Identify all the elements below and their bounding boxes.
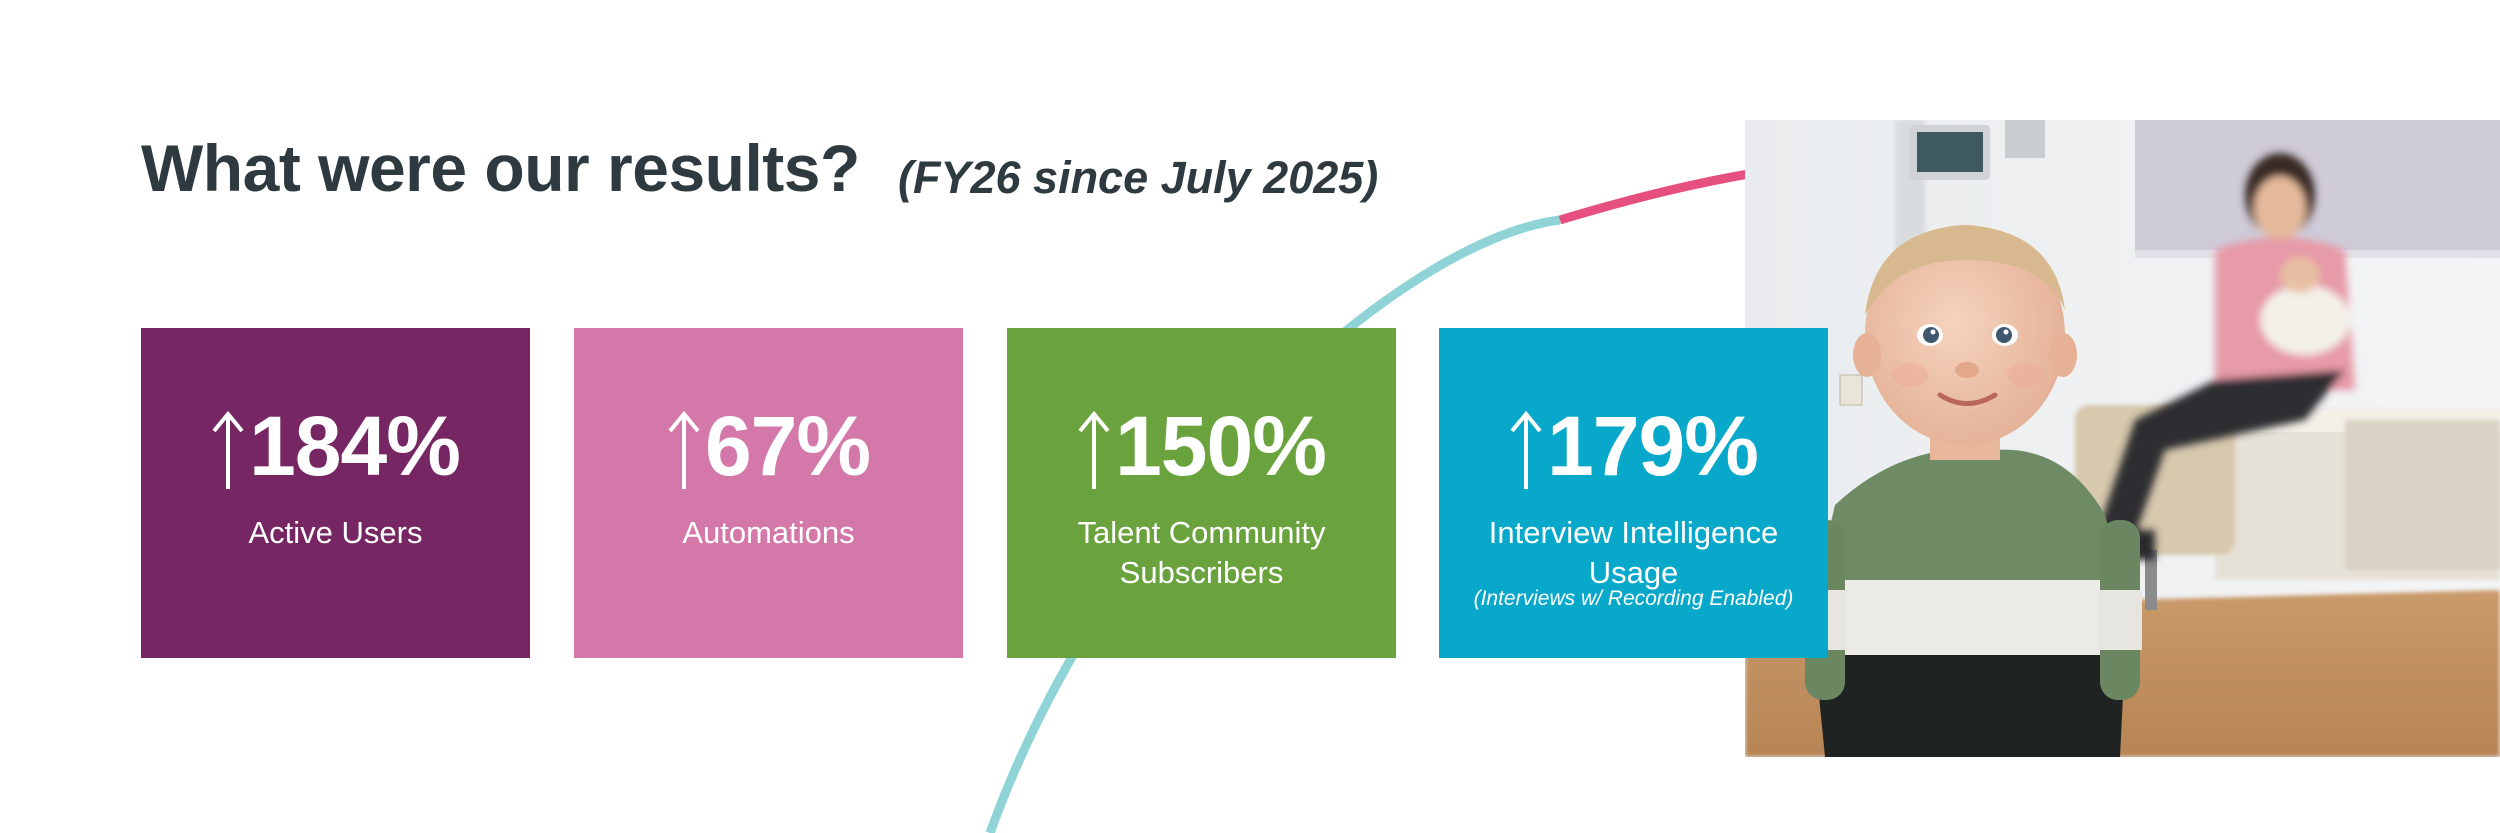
stat-value: 179% — [1439, 398, 1828, 495]
stat-number: 179% — [1547, 399, 1759, 493]
stat-note: (Interviews w/ Recording Enabled) — [1473, 587, 1794, 610]
arrow-up-icon — [212, 410, 244, 489]
stat-value: 184% — [141, 398, 530, 495]
arrow-up-icon — [668, 410, 700, 489]
stat-number: 67% — [704, 399, 871, 493]
stat-value: 67% — [574, 398, 963, 495]
stat-card-automations: 67% Automations — [574, 328, 963, 658]
stat-number: 150% — [1115, 399, 1327, 493]
page-subtitle: (FY26 since July 2025) — [898, 152, 1379, 203]
arrow-up-icon — [1078, 410, 1110, 489]
stat-value: 150% — [1007, 398, 1396, 495]
stat-label: Automations — [682, 515, 855, 550]
arrow-up-icon — [1510, 410, 1542, 489]
stat-number: 184% — [249, 399, 461, 493]
page-title: What were our results? — [141, 131, 860, 205]
stat-card-interview-intelligence: 179% Interview Intelligence Usage (Inter… — [1439, 328, 1828, 658]
stat-label: Interview Intelligence Usage — [1488, 515, 1779, 590]
photo-toddler-clinic — [1745, 120, 2500, 757]
stat-card-active-users: 184% Active Users — [141, 328, 530, 658]
stat-label: Talent Community Subscribers — [1077, 515, 1326, 590]
stat-label: Active Users — [248, 515, 423, 550]
stat-card-talent-community: 150% Talent Community Subscribers — [1007, 328, 1396, 658]
